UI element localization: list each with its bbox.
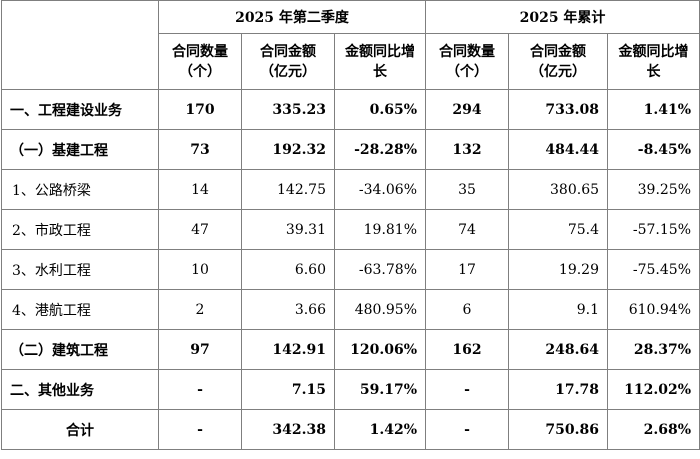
row-name: 2、市政工程 — [1, 209, 159, 250]
q2-amount: 7.15 — [241, 369, 335, 410]
header-q2-count: 合同数量（个） — [158, 33, 242, 90]
header-ytd-count: 合同数量（个） — [425, 33, 510, 90]
q2-count: 14 — [158, 169, 242, 210]
q2-growth: 120.06% — [333, 329, 427, 370]
q2-amount: 3.66 — [241, 289, 335, 330]
q2-growth: 0.65% — [333, 89, 427, 130]
ytd-amount: 9.1 — [508, 289, 609, 330]
row-name: 1、公路桥梁 — [1, 169, 159, 210]
row-name: 合计 — [1, 409, 159, 450]
table-row-total: 合计 - 342.38 1.42% - 750.86 2.68% — [1, 409, 700, 450]
ytd-count: 162 — [425, 329, 510, 370]
q2-growth: 19.81% — [333, 209, 427, 250]
q2-growth: -34.06% — [333, 169, 427, 210]
ytd-growth: -57.15% — [607, 209, 700, 250]
row-name: 3、水利工程 — [1, 249, 159, 290]
ytd-growth: -8.45% — [607, 129, 700, 170]
ytd-count: 17 — [425, 249, 510, 290]
ytd-amount: 248.64 — [508, 329, 609, 370]
table-row: 一、工程建设业务 170 335.23 0.65% 294 733.08 1.4… — [1, 89, 700, 130]
q2-amount: 342.38 — [241, 409, 335, 450]
q2-count: - — [158, 369, 242, 410]
q2-count: 170 — [158, 89, 242, 130]
q2-growth: 59.17% — [333, 369, 427, 410]
table-row: 2、市政工程 47 39.31 19.81% 74 75.4 -57.15% — [1, 209, 700, 250]
ytd-count: 294 — [425, 89, 510, 130]
table-row: （二）建筑工程 97 142.91 120.06% 162 248.64 28.… — [1, 329, 700, 370]
row-name: 一、工程建设业务 — [1, 89, 159, 130]
ytd-growth: 610.94% — [607, 289, 700, 330]
q2-count: - — [158, 409, 242, 450]
q2-count: 97 — [158, 329, 242, 370]
row-name: （二）建筑工程 — [1, 329, 159, 370]
q2-growth: 480.95% — [333, 289, 427, 330]
q2-amount: 142.91 — [241, 329, 335, 370]
header-q2-amount: 合同金额（亿元） — [241, 33, 335, 90]
ytd-amount: 484.44 — [508, 129, 609, 170]
header-ytd-growth: 金额同比增长 — [607, 33, 700, 90]
row-name: 二、其他业务 — [1, 369, 159, 410]
ytd-growth: 28.37% — [607, 329, 700, 370]
header-row-periods: 2025 年第二季度 2025 年累计 — [1, 0, 700, 90]
ytd-count: - — [425, 409, 510, 450]
header-q2: 2025 年第二季度 — [157, 0, 427, 34]
table-row: 1、公路桥梁 14 142.75 -34.06% 35 380.65 39.25… — [1, 169, 700, 210]
ytd-growth: -75.45% — [607, 249, 700, 290]
ytd-amount: 750.86 — [508, 409, 609, 450]
q2-amount: 6.60 — [241, 249, 335, 290]
header-row-columns: 合同数量（个） 合同金额（亿元） 金额同比增长 合同数量（个） 合同金额（亿元）… — [2, 33, 700, 90]
q2-count: 2 — [158, 289, 242, 330]
ytd-count: 132 — [425, 129, 510, 170]
row-name: （一）基建工程 — [1, 129, 159, 170]
q2-count: 10 — [158, 249, 242, 290]
header-ytd-amount: 合同金额（亿元） — [508, 33, 609, 90]
q2-count: 47 — [158, 209, 242, 250]
ytd-count: 74 — [425, 209, 510, 250]
ytd-growth: 112.02% — [607, 369, 700, 410]
q2-amount: 142.75 — [241, 169, 335, 210]
q2-amount: 39.31 — [241, 209, 335, 250]
header-blank-cell — [1, 0, 159, 90]
ytd-growth: 39.25% — [607, 169, 700, 210]
table-row: 3、水利工程 10 6.60 -63.78% 17 19.29 -75.45% — [1, 249, 700, 290]
ytd-amount: 19.29 — [508, 249, 609, 290]
ytd-amount: 733.08 — [508, 89, 609, 130]
q2-amount: 335.23 — [241, 89, 335, 130]
ytd-amount: 17.78 — [508, 369, 609, 410]
q2-count: 73 — [158, 129, 242, 170]
ytd-count: - — [425, 369, 510, 410]
ytd-count: 6 — [425, 289, 510, 330]
row-name: 4、港航工程 — [1, 289, 159, 330]
q2-growth: -28.28% — [333, 129, 427, 170]
header-ytd: 2025 年累计 — [425, 0, 700, 34]
ytd-growth: 1.41% — [607, 89, 700, 130]
ytd-growth: 2.68% — [607, 409, 700, 450]
q2-growth: 1.42% — [333, 409, 427, 450]
header-q2-growth: 金额同比增长 — [333, 33, 427, 90]
table-row: 二、其他业务 - 7.15 59.17% - 17.78 112.02% — [1, 369, 700, 410]
table-row: （一）基建工程 73 192.32 -28.28% 132 484.44 -8.… — [1, 129, 700, 170]
ytd-count: 35 — [425, 169, 510, 210]
q2-growth: -63.78% — [333, 249, 427, 290]
ytd-amount: 380.65 — [508, 169, 609, 210]
contracts-table: 2025 年第二季度 2025 年累计 合同数量（个） 合同金额（亿元） 金额同… — [1, 0, 700, 450]
table-row: 4、港航工程 2 3.66 480.95% 6 9.1 610.94% — [1, 289, 700, 330]
q2-amount: 192.32 — [241, 129, 335, 170]
ytd-amount: 75.4 — [508, 209, 609, 250]
